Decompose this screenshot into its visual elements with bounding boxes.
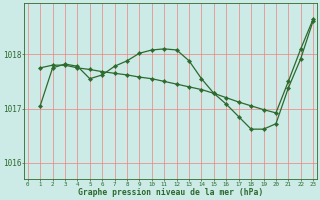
X-axis label: Graphe pression niveau de la mer (hPa): Graphe pression niveau de la mer (hPa)	[78, 188, 263, 197]
